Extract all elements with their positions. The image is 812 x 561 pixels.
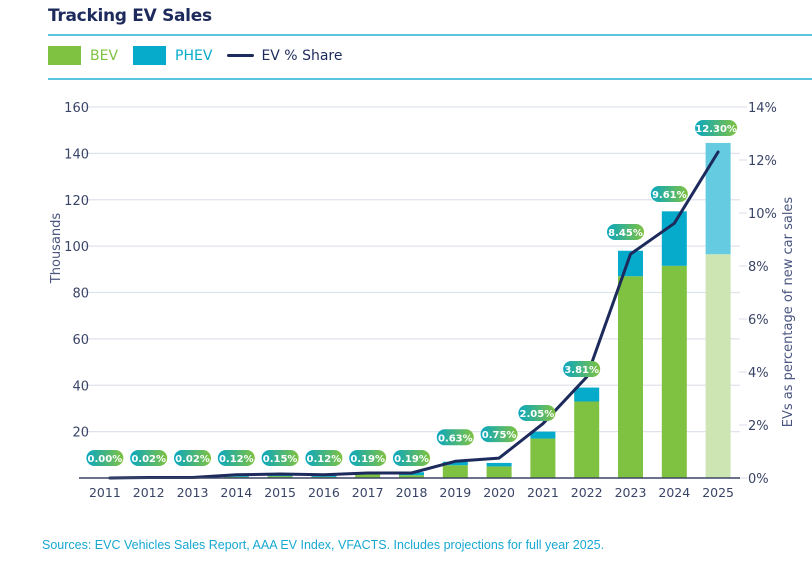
title-divider [48, 34, 812, 36]
ev-share-label: 0.12% [307, 454, 342, 465]
legend-item-ev-share: EV % Share [227, 48, 342, 64]
ev-share-label-bg [695, 120, 738, 136]
bar-bev-2022 [574, 401, 600, 478]
bar-bev-2023 [618, 276, 643, 478]
ev-share-label: 0.75% [482, 430, 517, 441]
y2-tick-label: 4% [748, 366, 769, 381]
y2-tick-label: 6% [748, 313, 769, 328]
bar-phev-2021 [530, 431, 556, 439]
bar-bev-2020 [486, 466, 512, 478]
ev-share-label-bg [563, 361, 601, 377]
ev-share-label-bg [305, 450, 343, 466]
x-tick-label: 2024 [658, 485, 690, 500]
legend-item-phev: PHEV [133, 46, 212, 65]
y-tick-label: 20 [72, 426, 89, 441]
ev-share-label: 0.02% [131, 454, 166, 465]
ev-share-label-bg [217, 450, 255, 466]
ev-share-label: 0.00% [88, 454, 123, 465]
ev-share-label: 12.30% [695, 124, 737, 135]
legend-line-ev-share [227, 54, 255, 57]
x-tick-label: 2018 [396, 485, 428, 500]
bar-phev-2025 [705, 142, 731, 255]
ev-share-line [108, 150, 720, 480]
y-tick-label: 160 [64, 101, 89, 116]
ev-share-label-bg [86, 450, 124, 466]
ev-share-label-bg [349, 450, 387, 466]
chart-plot: 0.00% 0.02% 0.02% 0.12% 0.15% 0.12% 0.19% 0.19%… [49, 101, 796, 500]
x-tick-label: 2014 [220, 485, 252, 500]
ev-share-label-bg [130, 450, 168, 466]
ev-share-label-bg [650, 186, 688, 202]
y2-tick-label: 10% [748, 207, 777, 222]
ev-share-label: 0.19% [394, 454, 429, 465]
x-tick-label: 2012 [133, 485, 165, 500]
ev-share-label: 8.45% [608, 228, 643, 239]
x-tick-label: 2017 [352, 485, 384, 500]
legend-item-bev: BEV [48, 46, 118, 65]
ev-share-label-bg [393, 450, 430, 466]
bar-bev-2015 [267, 476, 293, 478]
x-tick-label: 2013 [177, 485, 209, 500]
x-tick-label: 2023 [615, 485, 647, 500]
ev-share-label: 0.63% [438, 433, 473, 444]
ev-share-label-bg [480, 426, 518, 443]
bar-phev-2019 [442, 461, 468, 466]
legend-swatch-bev [48, 46, 81, 65]
y-tick-label: 140 [64, 147, 89, 162]
bar-bev-2021 [530, 438, 556, 478]
y2-tick-label: 14% [748, 101, 777, 116]
ev-share-label: 0.12% [219, 454, 254, 465]
y-tick-label: 120 [64, 194, 89, 209]
x-tick-label: 2016 [308, 485, 340, 500]
ev-share-label-bg [261, 450, 299, 466]
y-tick-label: 40 [72, 379, 89, 394]
bar-bev-2018 [399, 475, 424, 478]
chart-title: Tracking EV Sales [48, 6, 212, 26]
ev-share-label: 9.61% [652, 190, 687, 201]
bar-bev-2019 [442, 465, 468, 478]
legend-divider [48, 78, 812, 80]
x-tick-label: 2015 [264, 485, 296, 500]
x-tick-label: 2022 [571, 485, 603, 500]
bar-phev-2022 [574, 387, 600, 402]
ev-share-label-bg [174, 450, 211, 466]
y-tick-label: 100 [64, 240, 89, 255]
ev-share-label-bg [607, 224, 644, 240]
bar-bev-2025 [705, 254, 731, 478]
y-axis-title: Thousands [49, 213, 64, 285]
legend-label-phev: PHEV [175, 47, 213, 64]
bar-phev-2024 [661, 211, 687, 266]
legend-label-ev-share: EV % Share [261, 47, 343, 64]
legend-label-bev: BEV [90, 47, 119, 64]
ev-share-label: 0.15% [263, 454, 298, 465]
ev-share-label-bg [518, 405, 556, 421]
x-tick-label: 2025 [702, 485, 734, 500]
ev-share-label-bg [436, 429, 474, 446]
y-tick-label: 60 [72, 333, 89, 348]
x-tick-label: 2019 [439, 485, 471, 500]
bar-bev-2024 [661, 265, 687, 478]
x-tick-label: 2021 [527, 485, 559, 500]
y2-tick-label: 12% [748, 154, 777, 169]
bar-bev-2017 [355, 474, 381, 478]
ev-share-label: 0.19% [350, 454, 385, 465]
source-note: Sources: EVC Vehicles Sales Report, AAA … [42, 538, 605, 552]
y2-tick-label: 0% [748, 472, 769, 487]
ev-share-label: 0.02% [175, 454, 210, 465]
y2-axis-title: EVs as percentage of new car sales [781, 197, 796, 428]
legend-swatch-phev [133, 46, 167, 65]
y-tick-label: 80 [72, 287, 89, 302]
bar-phev-2020 [486, 462, 512, 467]
chart-legend: BEV PHEV EV % Share [48, 46, 357, 65]
ev-share-label: 2.05% [520, 409, 555, 420]
y2-tick-label: 2% [748, 419, 769, 434]
ev-share-label: 3.81% [564, 365, 599, 376]
x-tick-label: 2020 [483, 485, 515, 500]
x-tick-label: 2011 [89, 485, 121, 500]
y2-tick-label: 8% [748, 260, 769, 275]
